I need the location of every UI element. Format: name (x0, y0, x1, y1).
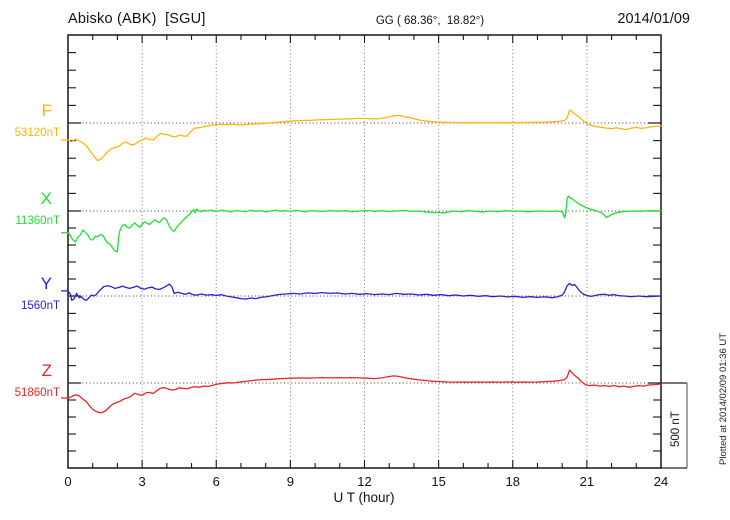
hour-tick-label: 0 (64, 474, 72, 489)
channel-letter-X: X (40, 189, 52, 208)
hour-tick-label: 15 (431, 474, 446, 489)
channel-letter-Y: Y (40, 274, 52, 293)
hour-tick-label: 12 (357, 474, 372, 489)
plot-date: 2014/01/09 (617, 11, 690, 27)
station-title: Abisko (ABK) [SGU] (68, 11, 206, 27)
channel-baseline-value-Y: 1560nT (20, 300, 60, 312)
hour-tick-label: 6 (212, 474, 220, 489)
hour-tick-label: 18 (505, 474, 520, 489)
hour-tick-label: 3 (138, 474, 146, 489)
trace-Y (67, 282, 662, 301)
channel-baseline-value-F: 53120nT (14, 127, 60, 139)
hour-tick-label: 9 (286, 474, 294, 489)
scale-bar-label: 500 nT (670, 411, 682, 447)
plotted-at-note: Plotted at 2014/02/09 01:36 UT (718, 333, 729, 465)
channel-letter-F: F (41, 101, 52, 120)
channel-baseline-value-X: 11360nT (15, 215, 60, 227)
channel-letter-Z: Z (41, 361, 52, 380)
channel-baseline-value-Z: 51860nT (14, 387, 60, 399)
hour-tick-label: 24 (653, 474, 669, 489)
trace-X (67, 195, 662, 253)
x-axis-title: U T (hour) (333, 490, 395, 505)
trace-F (67, 109, 662, 162)
trace-Z (67, 369, 662, 414)
hour-tick-label: 21 (579, 474, 595, 489)
observatory-coordinates: GG ( 68.36°, 18.82°) (375, 15, 485, 27)
